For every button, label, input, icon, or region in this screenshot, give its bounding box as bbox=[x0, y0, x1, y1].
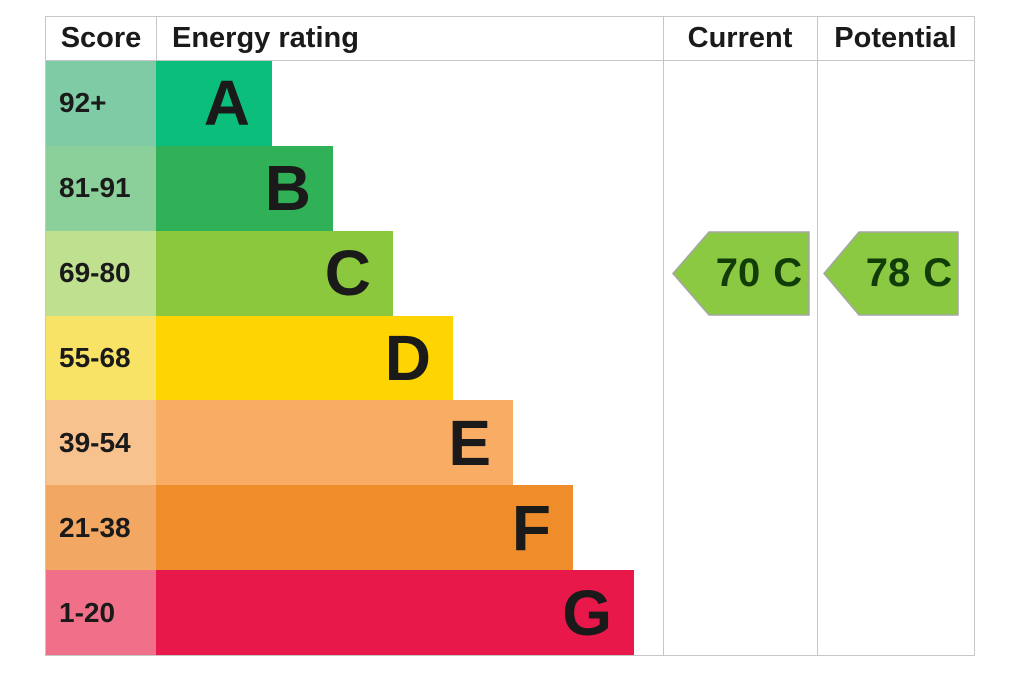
rating-letter-g: G bbox=[562, 576, 612, 649]
band-row-a: 92+ A bbox=[46, 61, 663, 146]
band-row-d: 55-68 D bbox=[46, 315, 663, 401]
rating-letter-f: F bbox=[511, 491, 551, 564]
band-row-e: 39-54 E bbox=[46, 400, 663, 486]
rating-letter-d: D bbox=[384, 322, 431, 394]
rating-bar-c: C bbox=[156, 230, 393, 316]
score-cell-f: 21-38 bbox=[46, 485, 156, 571]
header-current: Current bbox=[687, 22, 793, 54]
score-label-a: 92+ bbox=[59, 87, 107, 119]
bar-area-c: C bbox=[156, 230, 663, 316]
rating-bar-a: A bbox=[156, 61, 272, 146]
rating-letter-c: C bbox=[324, 237, 371, 310]
current-score: 70 bbox=[715, 251, 761, 295]
band-row-c: 69-80 C bbox=[46, 230, 663, 316]
rating-bar-d: D bbox=[156, 315, 453, 401]
band-row-f: 21-38 F bbox=[46, 485, 663, 571]
score-label-e: 39-54 bbox=[59, 426, 131, 458]
header-energy-rating: Energy rating bbox=[172, 22, 359, 54]
score-label-b: 81-91 bbox=[59, 172, 131, 204]
score-label-g: 1-20 bbox=[59, 596, 116, 628]
column-divider-current bbox=[663, 17, 664, 655]
potential-score: 78 bbox=[865, 251, 911, 295]
score-label-c: 69-80 bbox=[59, 257, 131, 289]
left-arrow-pentagon-icon bbox=[823, 231, 959, 316]
column-divider-potential bbox=[817, 17, 818, 655]
epc-rating-chart: Score Energy rating Current Potential 92… bbox=[45, 16, 975, 656]
rating-bar-b: B bbox=[156, 145, 333, 231]
rating-bands: 92+ A 81-91 B 69-80 bbox=[46, 61, 663, 656]
rating-bar-g: G bbox=[156, 570, 634, 656]
score-cell-e: 39-54 bbox=[46, 400, 156, 486]
chart-header-row: Score Energy rating Current Potential bbox=[46, 17, 974, 61]
score-cell-a: 92+ bbox=[46, 61, 156, 146]
bar-area-d: D bbox=[156, 315, 663, 401]
current-rating-value: 70 C bbox=[708, 231, 810, 316]
bar-area-e: E bbox=[156, 400, 663, 486]
score-cell-c: 69-80 bbox=[46, 230, 156, 316]
rating-letter-b: B bbox=[264, 152, 311, 225]
potential-letter: C bbox=[923, 251, 953, 295]
rating-bar-e: E bbox=[156, 400, 513, 486]
band-row-b: 81-91 B bbox=[46, 145, 663, 231]
rating-letter-a: A bbox=[203, 67, 250, 140]
bar-area-f: F bbox=[156, 485, 663, 571]
score-cell-g: 1-20 bbox=[46, 570, 156, 656]
score-label-f: 21-38 bbox=[59, 511, 131, 543]
header-score: Score bbox=[46, 17, 157, 60]
rating-bar-f: F bbox=[156, 485, 573, 571]
current-letter: C bbox=[773, 251, 803, 295]
potential-rating-arrow: 78 C bbox=[823, 231, 959, 316]
rating-letter-e: E bbox=[448, 406, 491, 479]
bar-area-b: B bbox=[156, 145, 663, 231]
current-rating-arrow: 70 C bbox=[672, 231, 810, 316]
bar-area-a: A bbox=[156, 61, 663, 146]
header-potential: Potential bbox=[834, 22, 957, 54]
score-label-d: 55-68 bbox=[59, 342, 131, 373]
band-row-g: 1-20 G bbox=[46, 570, 663, 656]
score-cell-b: 81-91 bbox=[46, 145, 156, 231]
left-arrow-pentagon-icon bbox=[672, 231, 810, 316]
score-cell-d: 55-68 bbox=[46, 315, 156, 401]
bar-area-g: G bbox=[156, 570, 663, 656]
potential-rating-value: 78 C bbox=[859, 231, 959, 316]
